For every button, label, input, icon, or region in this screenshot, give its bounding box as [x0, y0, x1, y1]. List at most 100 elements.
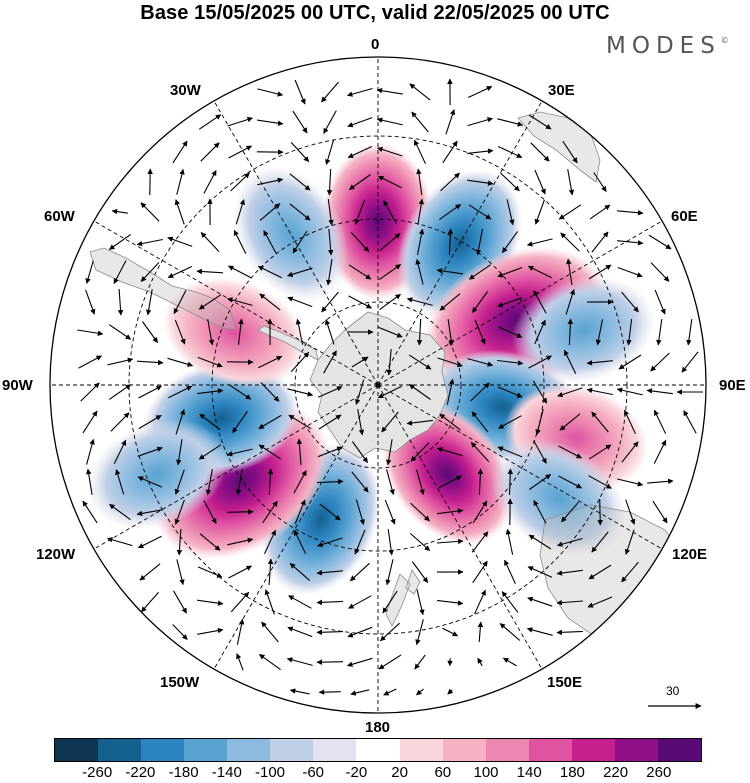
wind-vector: [416, 168, 423, 195]
lon-label-120e: 120E: [672, 546, 708, 563]
wind-vector: [467, 117, 494, 127]
wind-vector: [350, 689, 370, 696]
wind-vector: [198, 114, 222, 130]
lon-label-60w: 60W: [44, 208, 75, 225]
wind-vector: [235, 199, 245, 225]
wind-vector: [174, 469, 185, 495]
meridian-line: [93, 220, 379, 386]
colorbar: [54, 738, 702, 762]
colorbar-swatch: [270, 739, 314, 761]
wind-vector: [196, 268, 224, 275]
wind-vector: [653, 409, 667, 434]
wind-vector: [236, 653, 244, 671]
lon-label-0: 0: [371, 36, 380, 53]
wind-vector: [414, 654, 426, 670]
wind-vector: [526, 627, 553, 636]
meridian-line: [377, 384, 543, 670]
wind-vector: [416, 318, 423, 346]
wind-vector: [355, 379, 365, 405]
wind-vector: [199, 413, 221, 431]
wind-vector: [416, 469, 425, 496]
wind-vector: [624, 409, 636, 435]
wind-vector: [140, 591, 160, 613]
wind-vector: [259, 203, 281, 221]
wind-vector: [561, 501, 579, 523]
wind-vector: [409, 532, 431, 552]
wind-vector: [198, 294, 222, 310]
wind-vector: [617, 210, 644, 216]
wind-vector: [497, 146, 523, 158]
wind-vector: [527, 596, 553, 607]
wind-vector: [197, 566, 223, 578]
wind-vector: [378, 654, 402, 670]
wind-vector: [468, 264, 492, 280]
wind-vector: [86, 438, 95, 465]
wind-vector: [111, 208, 128, 215]
wind-vector: [597, 498, 603, 526]
wind-vector: [348, 174, 371, 190]
wind-vector: [445, 109, 456, 135]
wind-vector: [137, 476, 163, 488]
wind-vector: [108, 324, 132, 340]
wind-vector: [504, 559, 516, 585]
wind-vector: [586, 360, 613, 366]
wind-vector: [260, 382, 280, 402]
wind-vector: [355, 499, 365, 526]
wind-vector: [497, 326, 523, 338]
wind-vector: [198, 444, 222, 460]
wind-vector: [203, 500, 217, 524]
wind-vector: [415, 619, 424, 646]
wind-vector: [167, 266, 193, 278]
wind-vector: [377, 175, 402, 189]
wind-vector: [347, 626, 373, 638]
logo-text: MODES: [606, 33, 721, 59]
negative-anomaly: [86, 418, 228, 530]
modes-logo: MODES©: [606, 33, 729, 59]
colorbar-swatch: [571, 739, 615, 761]
wind-vector: [174, 319, 186, 345]
wind-vector: [323, 350, 337, 374]
wind-vector: [447, 688, 454, 695]
wind-vector: [616, 387, 643, 396]
wind-vector: [230, 591, 250, 613]
wind-vector: [406, 297, 433, 306]
wind-vector: [108, 384, 132, 400]
wind-vector: [107, 357, 134, 366]
wind-vector: [587, 596, 613, 608]
wind-vector: [295, 318, 304, 345]
wind-vector: [472, 500, 488, 524]
wind-vector: [138, 385, 162, 399]
wind-vector: [228, 565, 252, 579]
wind-vector: [526, 238, 553, 247]
wind-vector: [586, 387, 613, 396]
wind-vector: [648, 234, 672, 250]
lon-label-60e: 60E: [671, 208, 698, 225]
wind-vector: [226, 448, 253, 457]
wind-vector: [173, 590, 187, 614]
wind-vector: [318, 689, 341, 695]
wind-vector: [497, 446, 523, 458]
wind-vector: [559, 413, 581, 431]
wind-vector: [477, 657, 483, 667]
wind-vector: [259, 293, 281, 311]
wind-vector: [227, 116, 253, 127]
wind-vector: [438, 475, 462, 489]
colorbar-label: -140: [211, 764, 242, 781]
wind-vector: [82, 410, 98, 434]
wind-vector: [499, 623, 521, 641]
wind-vector: [289, 562, 311, 582]
wind-vector: [376, 117, 403, 126]
wind-vector: [588, 564, 612, 580]
wind-vector: [593, 172, 607, 192]
wind-vector: [415, 258, 424, 285]
wind-vector: [621, 441, 639, 463]
map-boundary: [49, 56, 707, 714]
wind-vector: [267, 468, 274, 496]
wind-vector: [557, 387, 583, 398]
wind-vector: [436, 447, 463, 457]
wind-vector: [447, 319, 454, 346]
wind-vector: [501, 591, 519, 613]
wind-vector: [385, 559, 394, 586]
anomaly-blobs: [86, 142, 656, 596]
wind-vector: [533, 290, 547, 314]
